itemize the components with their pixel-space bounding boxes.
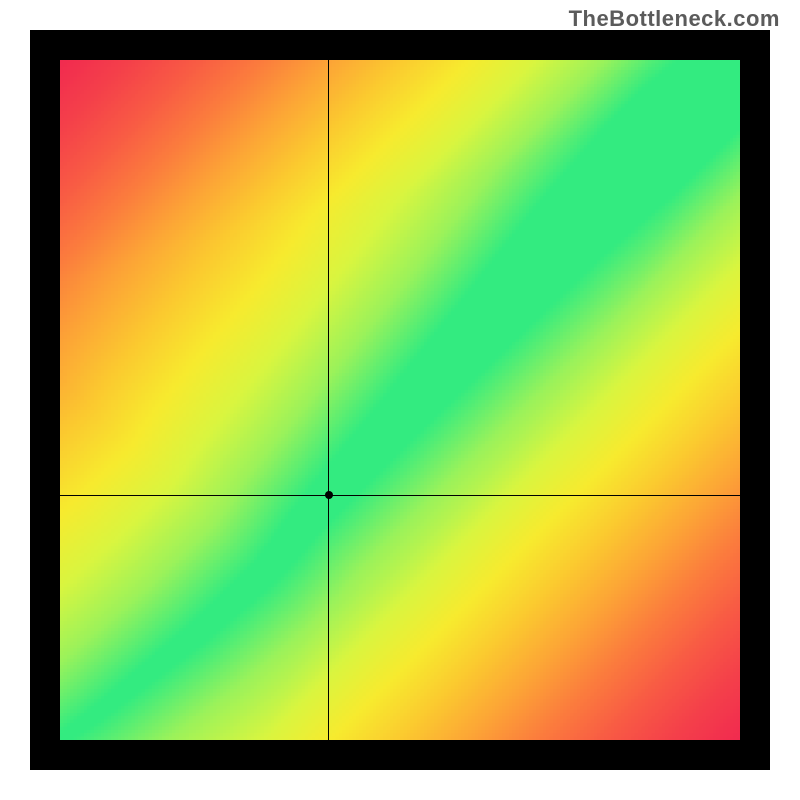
watermark-text: TheBottleneck.com — [569, 6, 780, 31]
marker-dot — [325, 491, 333, 499]
chart-container: TheBottleneck.com — [0, 0, 800, 800]
heatmap-canvas — [60, 60, 740, 740]
crosshair-vertical — [328, 60, 329, 740]
crosshair-horizontal — [60, 495, 740, 496]
watermark: TheBottleneck.com — [569, 6, 780, 32]
